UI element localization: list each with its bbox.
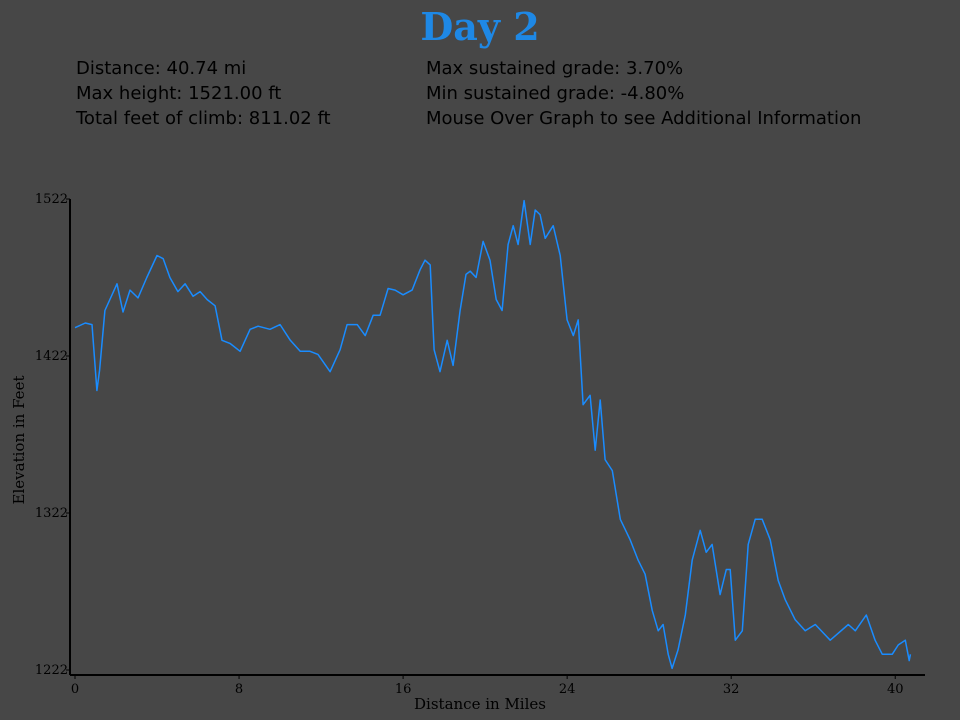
x-tick-label: 8 xyxy=(235,682,243,697)
y-tick-label: 1222 xyxy=(35,663,68,678)
stats-right: Max sustained grade: 3.70% Min sustained… xyxy=(426,56,861,131)
x-tick-label: 16 xyxy=(395,682,412,697)
x-tick-label: 32 xyxy=(723,682,740,697)
x-tick-label: 24 xyxy=(559,682,576,697)
elevation-line xyxy=(74,199,912,670)
y-tick-label: 1522 xyxy=(35,192,68,207)
stat: Distance: 40.74 mi xyxy=(76,58,247,79)
x-axis-title: Distance in Miles xyxy=(414,695,546,713)
page-title: Day 2 xyxy=(420,4,540,49)
x-tick-label: 0 xyxy=(71,682,79,697)
stat: Max sustained grade: 3.70% xyxy=(426,58,684,79)
x-tick-label: 40 xyxy=(887,682,904,697)
y-tick-label: 1422 xyxy=(35,349,68,364)
stat: Max height: 1521.00 ft xyxy=(76,83,282,104)
stat: Mouse Over Graph to see Additional Infor… xyxy=(426,108,862,129)
stat: Min sustained grade: -4.80% xyxy=(426,83,685,104)
y-axis-title: Elevation in Feet xyxy=(10,376,28,505)
stat: Total feet of climb: 811.02 ft xyxy=(76,108,331,129)
y-tick-label: 1322 xyxy=(35,506,68,521)
stats-left: Distance: 40.74 mi Max height: 1521.00 f… xyxy=(76,56,331,131)
